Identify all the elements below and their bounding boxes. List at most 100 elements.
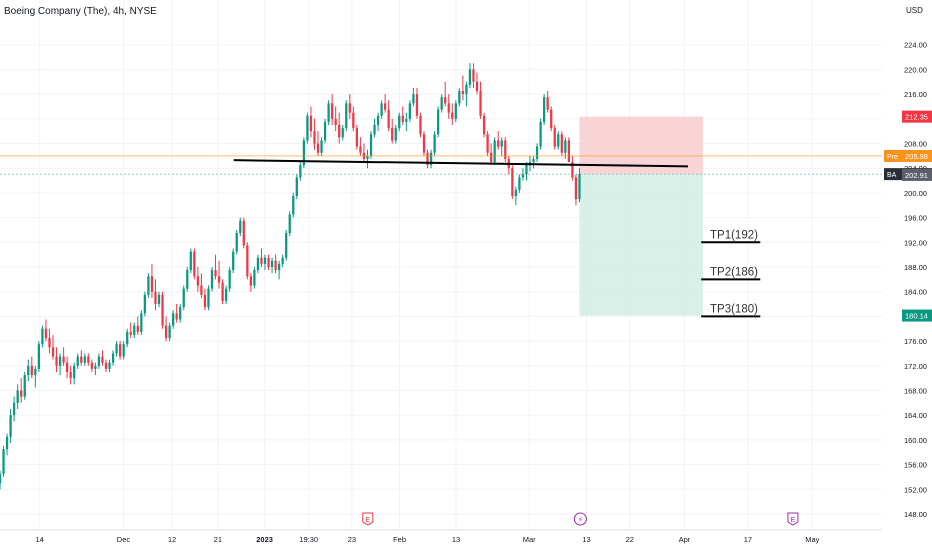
candle-body bbox=[490, 152, 493, 163]
candle-body bbox=[256, 257, 260, 271]
candle-body bbox=[557, 134, 560, 147]
candle-body bbox=[232, 251, 235, 271]
candle-body bbox=[444, 97, 447, 104]
candle-body bbox=[504, 140, 507, 159]
target-label: TP3(180) bbox=[710, 303, 758, 315]
candle-body bbox=[525, 165, 528, 175]
candle-body bbox=[408, 103, 412, 119]
overlays[interactable]: TP1(192) TP2(186) TP3(180) bbox=[0, 155, 882, 318]
x-tick-label: Feb bbox=[393, 535, 406, 544]
y-tick-label: 208.00 bbox=[904, 140, 927, 149]
x-tick-label: May bbox=[805, 535, 819, 544]
candle-body bbox=[87, 356, 90, 363]
candle-body bbox=[348, 103, 351, 113]
candle-body bbox=[302, 140, 306, 166]
price-label-bg bbox=[902, 309, 932, 322]
y-tick-label: 188.00 bbox=[904, 263, 927, 272]
candle-body bbox=[539, 121, 542, 147]
candle-body bbox=[306, 115, 309, 141]
candle-body bbox=[182, 288, 185, 308]
candle-body bbox=[468, 69, 472, 85]
candle-body bbox=[405, 118, 408, 122]
candle-body bbox=[55, 356, 58, 366]
candle-body bbox=[419, 115, 422, 135]
candle-body bbox=[433, 134, 436, 153]
candle-body bbox=[437, 109, 440, 135]
price-axis[interactable]: 148.00 152.00 156.00 160.00 164.00 168.00 172.… bbox=[884, 41, 932, 519]
candle-body bbox=[140, 313, 143, 332]
y-tick-label: 156.00 bbox=[904, 461, 927, 470]
candle-body bbox=[426, 152, 429, 166]
candle-body bbox=[475, 81, 479, 92]
support-line[interactable] bbox=[233, 159, 688, 168]
candle-body bbox=[0, 473, 2, 484]
candle-body bbox=[412, 94, 415, 104]
candle-body bbox=[5, 436, 9, 450]
candle-body bbox=[338, 124, 341, 138]
candle-body bbox=[320, 140, 323, 153]
candle-body bbox=[210, 270, 214, 289]
candle-body bbox=[359, 146, 362, 153]
earnings-event-icon[interactable] bbox=[362, 512, 374, 526]
candle-body bbox=[553, 128, 556, 147]
y-tick-label: 160.00 bbox=[904, 436, 927, 445]
candle-body bbox=[133, 325, 136, 335]
event-markers[interactable]: E ⚡ E bbox=[362, 512, 799, 526]
price-label-bg bbox=[902, 168, 932, 181]
candle-body bbox=[193, 251, 196, 277]
price-label-prefix-bg bbox=[884, 168, 902, 181]
candle-body bbox=[461, 91, 465, 95]
candle-body bbox=[147, 276, 150, 295]
candle-body bbox=[309, 115, 313, 132]
x-tick-label: Dec bbox=[117, 535, 131, 544]
dividend-event-icon[interactable] bbox=[573, 512, 587, 526]
candle-body bbox=[69, 371, 72, 379]
candle-body bbox=[228, 270, 231, 289]
earnings-event-icon[interactable] bbox=[787, 512, 799, 526]
candle-body bbox=[451, 112, 454, 119]
candle-body bbox=[263, 257, 267, 264]
candle-body bbox=[225, 288, 228, 301]
candle-body bbox=[9, 415, 12, 437]
candle-body bbox=[274, 260, 277, 271]
candle-body bbox=[13, 402, 16, 416]
candle-body bbox=[285, 233, 288, 258]
candle-body bbox=[203, 294, 207, 308]
candle-body bbox=[384, 103, 387, 110]
candle-body bbox=[48, 338, 51, 348]
candle-body bbox=[23, 375, 26, 397]
candle-body bbox=[465, 84, 468, 95]
candle-body bbox=[161, 294, 164, 326]
candle-body bbox=[543, 97, 546, 122]
candle-body bbox=[41, 328, 44, 345]
candle-body bbox=[179, 307, 182, 320]
grid bbox=[0, 0, 882, 530]
candle-body bbox=[101, 356, 104, 363]
price-label-prefix-bg bbox=[884, 149, 902, 162]
price-label: 205.98 bbox=[905, 152, 928, 161]
candle-body bbox=[578, 174, 581, 200]
x-tick-label: Mar bbox=[523, 535, 536, 544]
y-tick-label: 192.00 bbox=[904, 238, 927, 247]
x-tick-label: 2023 bbox=[256, 535, 273, 544]
candle-body bbox=[235, 233, 238, 252]
candle-body bbox=[564, 140, 567, 153]
candle-body bbox=[458, 91, 461, 104]
candle-body bbox=[352, 112, 355, 129]
price-label-bg bbox=[902, 110, 932, 123]
candle-body bbox=[355, 128, 359, 147]
x-tick-label: 12 bbox=[168, 535, 176, 544]
candle-body bbox=[574, 177, 578, 200]
y-tick-label: 224.00 bbox=[904, 41, 927, 50]
candle-body bbox=[126, 331, 129, 345]
x-tick-label: 13 bbox=[582, 535, 590, 544]
position-zones[interactable] bbox=[579, 116, 703, 316]
take-profit-zone[interactable] bbox=[579, 174, 703, 316]
candle-body bbox=[27, 365, 30, 376]
candle-body bbox=[281, 257, 284, 264]
candle-body bbox=[521, 174, 525, 178]
y-tick-label: 200.00 bbox=[904, 189, 927, 198]
candle-body bbox=[323, 121, 327, 141]
time-axis[interactable]: 14 Dec 12 21 2023 19:30 23 Feb 13 Mar 13 22 Apr 17 May bbox=[0, 529, 882, 544]
